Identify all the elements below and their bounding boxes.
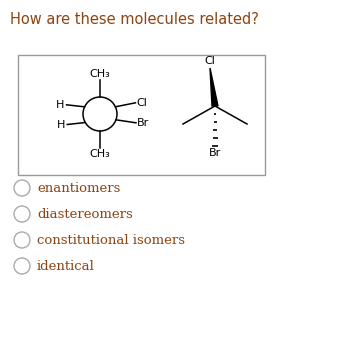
Text: Cl: Cl [136, 98, 147, 108]
Bar [18, 55, 265, 175]
Text: identical: identical [37, 260, 95, 272]
Text: H: H [57, 120, 65, 130]
Text: Cl: Cl [205, 56, 215, 66]
Polygon shape [210, 68, 218, 106]
Text: Br: Br [137, 118, 149, 128]
Text: constitutional isomers: constitutional isomers [37, 234, 185, 246]
Text: Br: Br [209, 148, 221, 158]
Text: CH₃: CH₃ [90, 69, 111, 79]
Text: CH₃: CH₃ [90, 149, 111, 159]
Text: H: H [56, 100, 65, 110]
Text: enantiomers: enantiomers [37, 182, 120, 194]
Text: How are these molecules related?: How are these molecules related? [10, 12, 259, 27]
Text: diastereomers: diastereomers [37, 208, 133, 220]
